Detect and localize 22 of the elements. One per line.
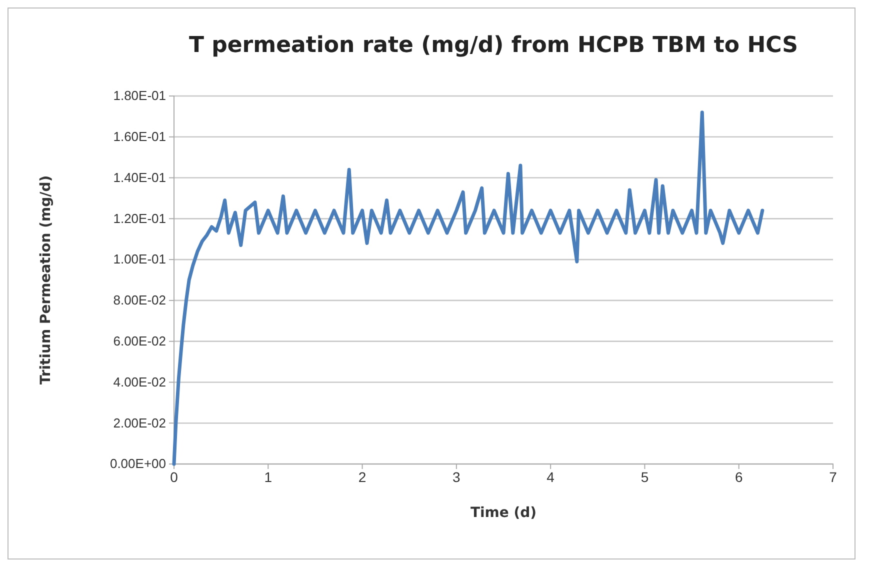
- y-tick-label: 0.00E+00: [110, 456, 166, 472]
- line-series: [172, 110, 764, 466]
- y-tick-label: 1.00E-01: [113, 252, 166, 267]
- x-tick-label: 4: [546, 468, 555, 485]
- x-tick-label: 1: [264, 468, 272, 485]
- y-tick-label: 2.00E-02: [113, 415, 166, 430]
- y-tick-label: 1.60E-01: [113, 129, 166, 144]
- x-tick-label: 6: [734, 468, 743, 485]
- x-tick-label: 2: [358, 468, 366, 485]
- x-tick-label: 0: [170, 468, 178, 485]
- chart-title: T permeation rate (mg/d) from HCPB TBM to HCS: [188, 33, 798, 58]
- x-tick-label: 5: [640, 468, 649, 485]
- y-tick-label: 6.00E-02: [113, 333, 166, 348]
- y-tick-label: 1.40E-01: [113, 170, 166, 185]
- x-axis-title: Time (d): [470, 505, 537, 521]
- x-tick-label: 3: [452, 468, 461, 485]
- y-tick-label: 8.00E-02: [113, 292, 166, 308]
- y-tick-label: 1.80E-01: [113, 88, 166, 104]
- y-tick-label: 4.00E-02: [113, 374, 166, 390]
- y-tick-label: 1.20E-01: [113, 210, 166, 226]
- y-axis-title: Tritium Permeation (mg/d): [38, 175, 54, 385]
- x-tick-label: 7: [829, 468, 838, 485]
